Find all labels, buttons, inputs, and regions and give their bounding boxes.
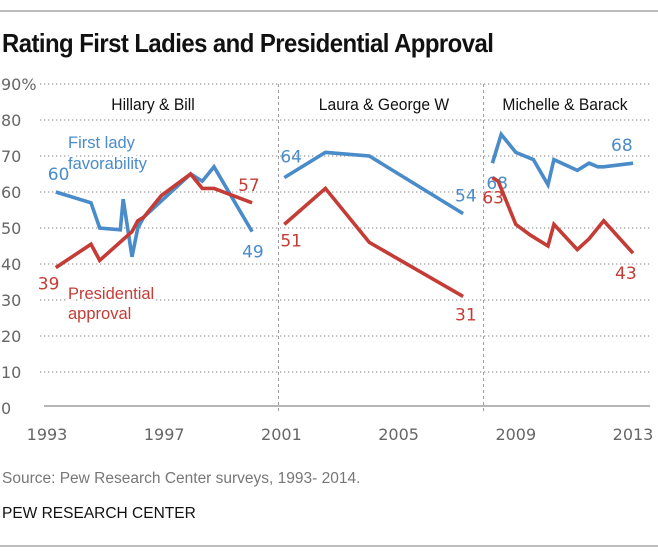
y-tick-label: 0 [1,399,11,418]
series-annotation: favorability [68,155,148,173]
panel-title: Laura & George W [319,95,450,114]
x-tick-label: 2009 [495,425,536,444]
data-label: 43 [615,264,637,284]
presidential-approval-line [54,171,253,270]
x-tick-label: 2013 [613,425,654,444]
y-tick-label: 10 [1,363,21,382]
series-annotation: First lady [68,134,136,152]
data-label: 31 [455,305,477,325]
bottom-rule [0,545,658,547]
y-tick-label: 30 [1,291,21,310]
x-tick-label: 2001 [261,425,302,444]
data-label: 64 [280,148,302,168]
data-label: 60 [48,165,70,185]
first-lady-line [55,163,254,258]
x-tick-label: 1993 [27,425,68,444]
y-tick-label: 80 [1,111,21,130]
panel-title: Michelle & Barack [502,95,628,114]
y-tick-label: 70 [1,147,21,166]
data-label: 63 [482,189,504,209]
data-label: 49 [242,243,264,263]
y-tick-label: 60 [1,183,21,202]
x-tick-label: 1997 [144,425,185,444]
series-annotation: Presidential [68,285,154,303]
first-lady-line [283,150,465,216]
top-rule [0,10,658,12]
panel-title: Hillary & Bill [111,95,194,114]
data-label: 57 [238,176,260,196]
source-note: Source: Pew Research Center surveys, 199… [2,470,361,487]
chart-title: Rating First Ladies and Presidential App… [2,28,494,58]
y-tick-label: 50 [1,219,21,238]
presidential-approval-line [283,185,464,298]
x-tick-label: 2005 [378,425,419,444]
series-annotation: approval [68,305,131,323]
brand-label: PEW RESEARCH CENTER [2,505,196,522]
data-label: 54 [455,187,477,207]
data-label: 68 [611,136,633,156]
data-label: 51 [280,231,302,251]
data-label: 39 [38,275,60,295]
y-tick-label: 90% [1,75,37,94]
presidential-approval-line [491,176,635,255]
y-tick-label: 40 [1,255,21,274]
y-tick-label: 20 [1,327,21,346]
first-lady-line [490,130,634,190]
